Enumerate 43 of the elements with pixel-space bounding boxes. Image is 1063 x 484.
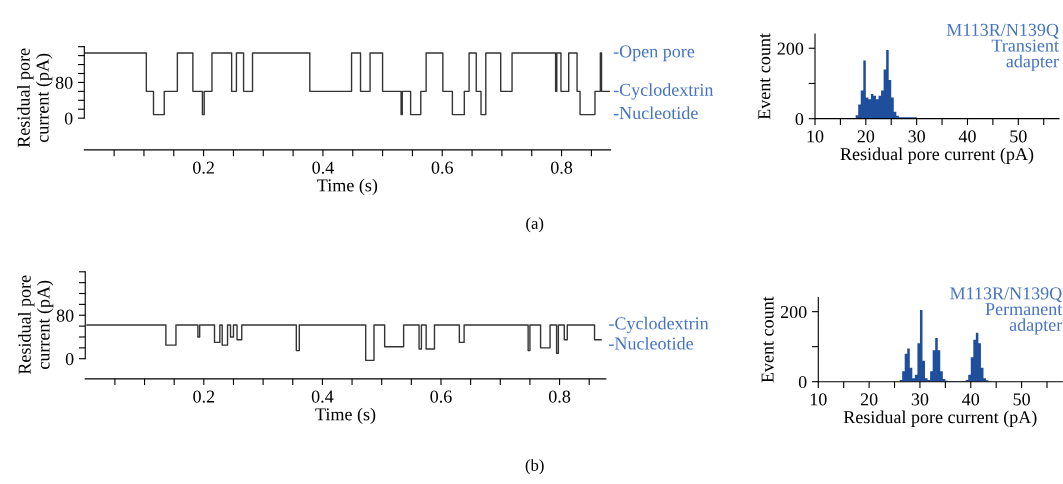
x-tick-label: 0.4 (311, 390, 334, 403)
x-tick-label: 10 (810, 393, 827, 406)
text: -Nucleotide (609, 336, 694, 350)
y-axis-title: Residual pore current (pA) (17, 48, 53, 148)
annotation: M113R/N139Q Permanent adapter (950, 287, 1063, 335)
x-tick-label: 0.2 (193, 161, 214, 174)
x-tick-label: 50 (1010, 130, 1027, 143)
y-tick-label: 200 (780, 305, 807, 319)
x-tick-label: 0.4 (312, 161, 334, 174)
y-tick-label: 200 (777, 42, 804, 55)
y-tick-label: 80 (56, 309, 74, 322)
x-tick-label: 20 (857, 130, 875, 143)
text: (b) (525, 459, 544, 475)
x-tick-label: 0.2 (193, 390, 215, 403)
x-tick-label: 0.6 (431, 161, 453, 174)
text: (a) (526, 217, 544, 233)
x-tick-label: 0.8 (550, 161, 573, 174)
y-tick-label: 0 (795, 112, 804, 126)
y-tick-label: 80 (55, 76, 73, 89)
x-tick-label: 0.8 (548, 390, 571, 403)
y-tick-label: 0 (798, 375, 807, 389)
text: -Open pore (613, 45, 695, 62)
x-tick-label: 20 (860, 393, 878, 406)
x-axis-title: Time (s) (315, 407, 376, 425)
x-tick-label: 10 (807, 130, 824, 143)
x-axis-title: Time (s) (317, 178, 378, 196)
x-tick-label: 40 (962, 393, 980, 406)
x-tick-label: 30 (908, 130, 925, 143)
x-axis-title: Residual pore current (pA) (843, 410, 1037, 427)
text: -Cyclodextrin (613, 83, 714, 100)
x-axis-title: Residual pore current (pA) (840, 147, 1034, 164)
y-tick-label: 0 (65, 352, 74, 366)
annotation: M113R/N139Q Transient adapter (946, 23, 1059, 72)
x-tick-label: 0.6 (430, 390, 452, 403)
text: -Nucleotide (613, 106, 698, 120)
x-tick-label: 50 (1013, 393, 1030, 406)
text: -Cyclodextrin (609, 316, 709, 334)
x-tick-label: 30 (911, 393, 929, 406)
y-axis-title: Event count (761, 296, 774, 383)
y-axis-title: Residual pore current (pA) (18, 275, 54, 375)
y-axis-title: Event count (758, 33, 771, 120)
x-tick-label: 40 (958, 130, 976, 143)
y-tick-label: 0 (64, 112, 73, 125)
